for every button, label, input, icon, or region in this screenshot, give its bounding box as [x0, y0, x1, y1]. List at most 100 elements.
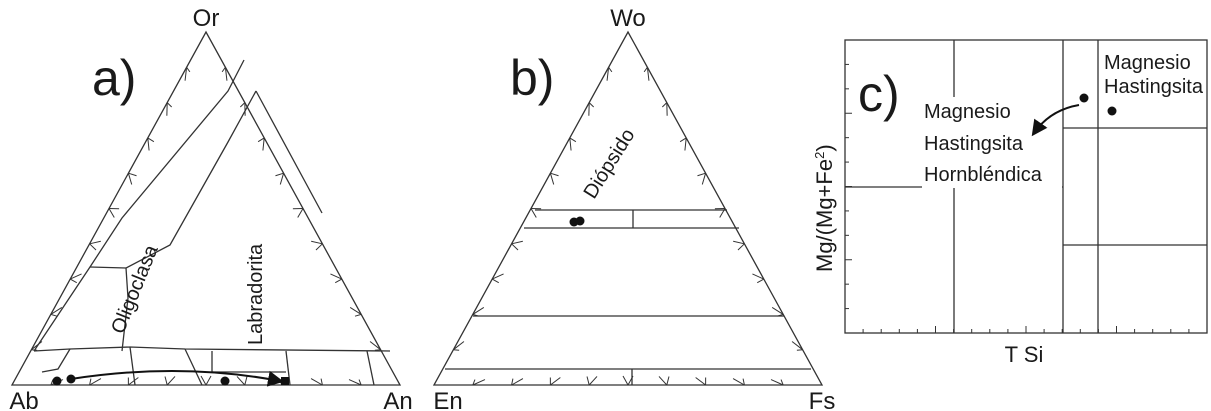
tick-mark [472, 379, 486, 386]
tick-mark [128, 377, 139, 386]
tick-mark [205, 375, 212, 386]
oligoclasa-boundary-inner [121, 90, 257, 352]
bottom-band-left [41, 348, 71, 373]
tick-marks-b [453, 67, 803, 386]
tick-mark [374, 349, 381, 351]
tick-mark [472, 379, 476, 386]
tick-mark [472, 306, 485, 315]
tick-mark [184, 67, 188, 81]
oligoclasa-left-split [89, 266, 127, 269]
tick-mark [646, 67, 650, 81]
tick-mark [310, 378, 323, 386]
tick-mark [369, 341, 381, 351]
tick-mark [166, 376, 176, 386]
tick-mark [588, 102, 595, 108]
tick-mark [147, 137, 150, 151]
tick-mark [50, 313, 58, 317]
bottom-band-line [33, 346, 391, 352]
tick-mark [737, 243, 745, 251]
tick-mark [569, 137, 572, 151]
tick-mark [315, 243, 323, 251]
sample-point [1079, 93, 1089, 103]
tick-mark [608, 67, 613, 73]
tick-mark [127, 173, 133, 185]
y-axis-label-end: ) [812, 144, 837, 151]
tick-mark [780, 379, 784, 386]
tick-mark [770, 379, 784, 386]
tick-mark [695, 377, 706, 386]
tick-mark [697, 172, 706, 177]
ternary-triangle-a [10, 30, 402, 386]
tick-mark [622, 375, 629, 386]
vertex-wo-label: Wo [610, 5, 646, 32]
tick-mark [89, 243, 97, 251]
tick-mark [732, 378, 745, 386]
trend-arrow-c [1031, 104, 1080, 137]
sample-point [575, 216, 585, 226]
x-axis-label: T Si [1005, 342, 1044, 367]
tick-mark [586, 376, 590, 386]
tick-mark [311, 240, 323, 245]
tick-mark [530, 208, 537, 218]
tick-mark [771, 306, 784, 315]
panel-c: c) Magnesio Hastingsita Magnesio Hasting… [812, 39, 1208, 367]
y-axis-label-superscript: 2 [812, 152, 827, 159]
sample-point [1107, 106, 1117, 116]
labradorita-line [255, 90, 323, 214]
tick-mark [453, 341, 465, 351]
tick-mark [89, 378, 92, 386]
tick-mark [108, 208, 115, 218]
field-upper-line1: Magnesio [1104, 52, 1191, 74]
tick-mark [511, 378, 524, 386]
bottom-band-div3 [285, 350, 291, 386]
bottom-band-inner [211, 351, 286, 373]
tick-mark [89, 240, 101, 245]
panel-b: Wo En Fs b) Diópsido [432, 5, 836, 411]
tick-mark [550, 377, 561, 386]
tick-mark [549, 173, 555, 185]
tick-mark [757, 278, 765, 284]
vertex-fs-label: Fs [809, 388, 836, 411]
tick-mark [752, 273, 765, 280]
tick-mark [742, 378, 745, 386]
field-upper-line2: Hastingsita [1104, 76, 1204, 98]
tick-mark [221, 67, 226, 73]
bottom-band-div2 [184, 348, 203, 386]
tick-mark [701, 173, 707, 185]
field-labradorita: Labradorita [245, 243, 267, 345]
tick-mark [257, 137, 265, 143]
tick-mark [349, 306, 362, 315]
tick-mark [511, 243, 519, 251]
sample-square [281, 377, 289, 385]
tick-mark [186, 67, 191, 73]
tick-mark [224, 67, 228, 81]
tick-mark [453, 349, 460, 351]
tick-mark [244, 376, 248, 386]
tick-mark [69, 278, 77, 284]
panel-label-c: c) [858, 66, 900, 122]
field-lower-line2: Hastingsita [924, 133, 1024, 155]
panel-label-b: b) [510, 50, 554, 106]
tick-mark [661, 102, 668, 108]
bottom-band-div4 [366, 350, 375, 386]
tick-mark [606, 67, 610, 81]
tick-mark [348, 379, 362, 386]
tick-mark [491, 273, 504, 280]
tick-mark [733, 240, 745, 245]
tick-mark [643, 67, 648, 73]
field-lower-line3: Hornbléndica [924, 164, 1043, 186]
tick-mark [200, 375, 207, 386]
y-axis-label: Mg/(Mg+Fe2) [812, 144, 837, 272]
panel-label-a: a) [92, 50, 136, 106]
tick-mark [666, 376, 670, 386]
tick-mark [279, 173, 285, 185]
tick-mark [491, 278, 499, 284]
tick-mark [69, 273, 82, 280]
trend-arrow-a [70, 369, 284, 387]
tick-mark [358, 379, 362, 386]
field-lower-line1: Magnesio [924, 101, 1011, 123]
panel-a: Or Ab An a) Oligoclasa Labradorita [9, 5, 412, 411]
field-diopsido: Diópsido [580, 125, 640, 203]
vertex-an-label: An [383, 388, 412, 411]
